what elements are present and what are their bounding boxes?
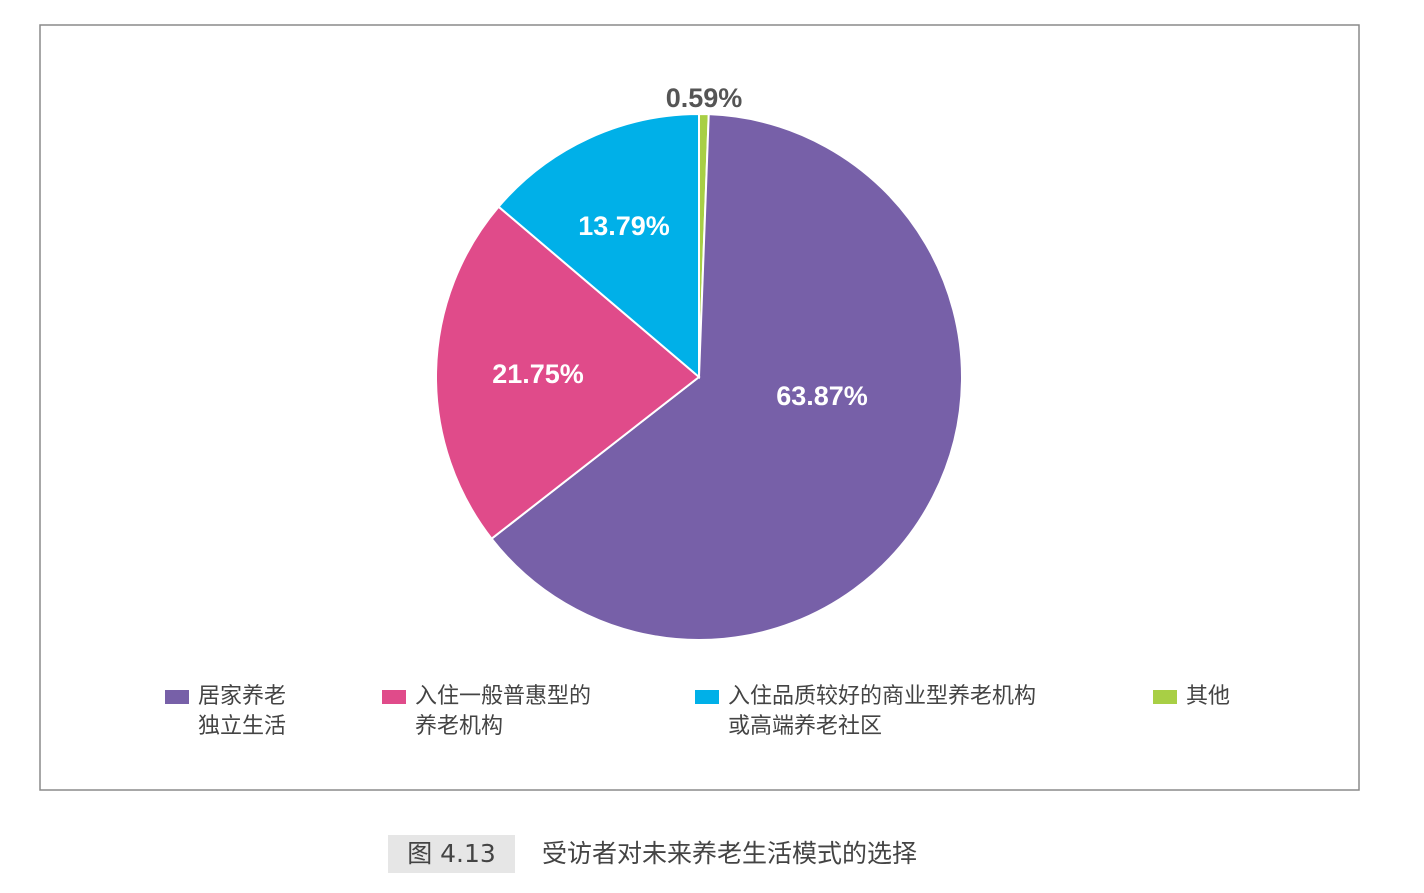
- chart-frame: [39, 24, 1360, 791]
- data-label: 13.79%: [578, 211, 670, 241]
- pie-slice: [435, 205, 701, 541]
- pie-slice: [490, 113, 963, 641]
- figure-number: 图 4.13: [388, 835, 515, 873]
- legend-swatch: [1153, 690, 1177, 704]
- data-label: 0.59%: [666, 83, 743, 113]
- legend-swatch: [695, 690, 719, 704]
- legend-label: 其他: [1186, 684, 1231, 709]
- legend-label: 入住品质较好的商业型养老机构 或高端养老社区: [728, 684, 1037, 739]
- pie-slice: [497, 112, 700, 380]
- legend-label: 入住一般普惠型的 养老机构: [415, 684, 592, 739]
- data-label: 63.87%: [776, 381, 868, 411]
- legend-label: 居家养老 独立生活: [198, 684, 287, 739]
- legend-swatch: [382, 690, 406, 704]
- chart-title: 受访者对未来养老生活模式的选择: [542, 839, 918, 868]
- legend-swatch: [165, 690, 189, 704]
- data-label: 21.75%: [492, 359, 584, 389]
